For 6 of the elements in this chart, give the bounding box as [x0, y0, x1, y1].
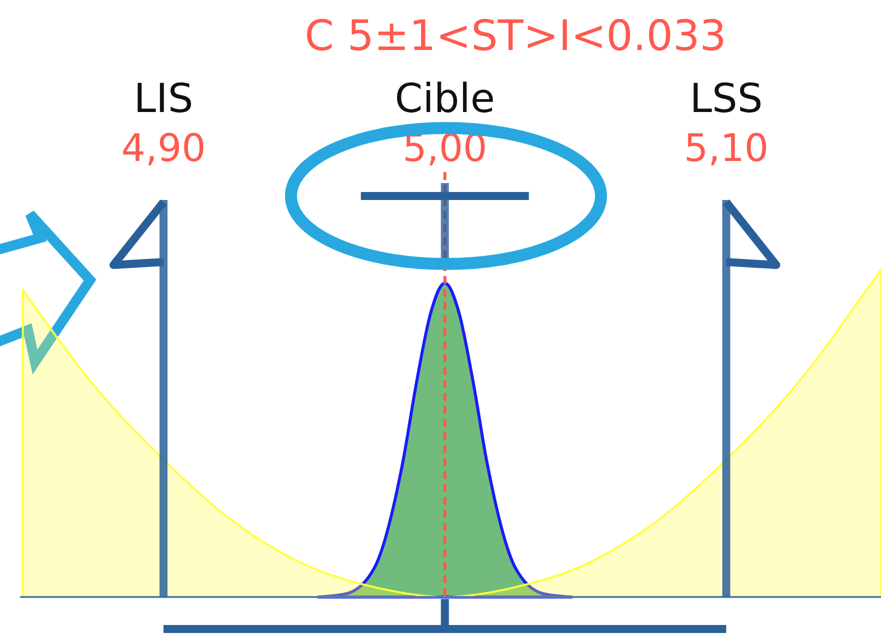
ref-line-label: Cible [394, 76, 495, 122]
chart-title: C 5±1<ST>I<0.033 [304, 11, 726, 60]
x-tick-label: 5,10 [684, 126, 769, 170]
ref-line-label: LIS [134, 76, 194, 122]
x-tick-label: 4,90 [121, 126, 206, 170]
ref-line-label: LSS [690, 76, 763, 122]
